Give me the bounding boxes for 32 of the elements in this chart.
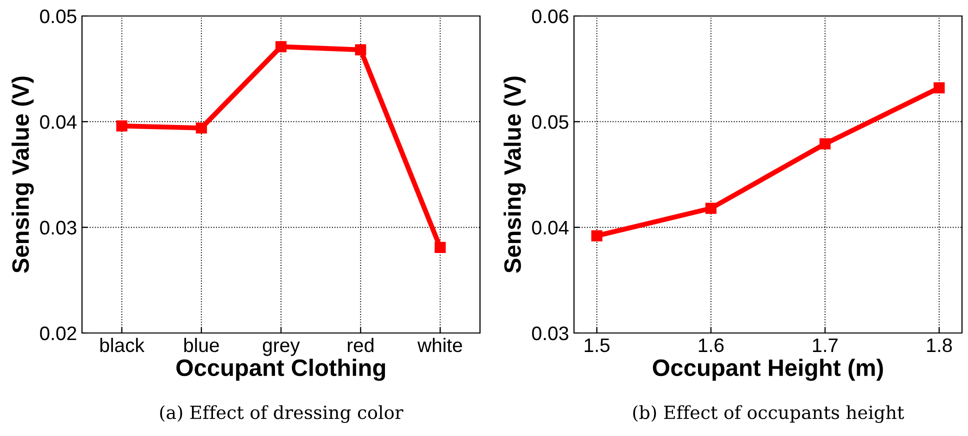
y-tick-label: 0.04	[532, 220, 569, 235]
y-tick-label: 0.02	[40, 326, 76, 340]
x-tick-label: 1.5	[584, 338, 610, 352]
x-tick-label: 1.7	[813, 338, 838, 352]
x-tick-label: white	[417, 338, 462, 352]
y-tick-label: 0.03	[40, 220, 76, 235]
x-tick-label: 1.6	[698, 338, 724, 352]
point	[275, 41, 287, 52]
point	[591, 230, 602, 242]
y-tick-label: 0.06	[532, 9, 568, 24]
point	[820, 138, 831, 150]
y-tick-label: 0.03	[532, 326, 568, 340]
x-tick-label: grey	[262, 341, 300, 356]
point	[355, 44, 366, 56]
x-tick-label: black	[100, 338, 145, 352]
point	[934, 82, 945, 94]
y-axis-title: Sensing Value (V)	[504, 76, 526, 273]
x-tick-label: 1.8	[927, 338, 952, 352]
point	[196, 122, 207, 134]
y-tick-label: 0.05	[532, 115, 568, 129]
point	[434, 242, 446, 253]
point	[116, 120, 128, 132]
x-tick-label: red	[348, 338, 374, 352]
text: (b) Effect of occupants height	[633, 405, 904, 423]
y-tick-label: 0.04	[40, 115, 77, 129]
y-axis-title: Sensing Value (V)	[12, 76, 34, 273]
point	[705, 202, 716, 214]
x-axis-title: Occupant Height (m)	[652, 358, 883, 381]
y-tick-label: 0.05	[40, 9, 76, 24]
x-tick-label: blue	[184, 338, 219, 352]
text: (a) Effect of dressing color	[160, 405, 404, 423]
x-axis-title: Occupant Clothing	[176, 358, 386, 381]
